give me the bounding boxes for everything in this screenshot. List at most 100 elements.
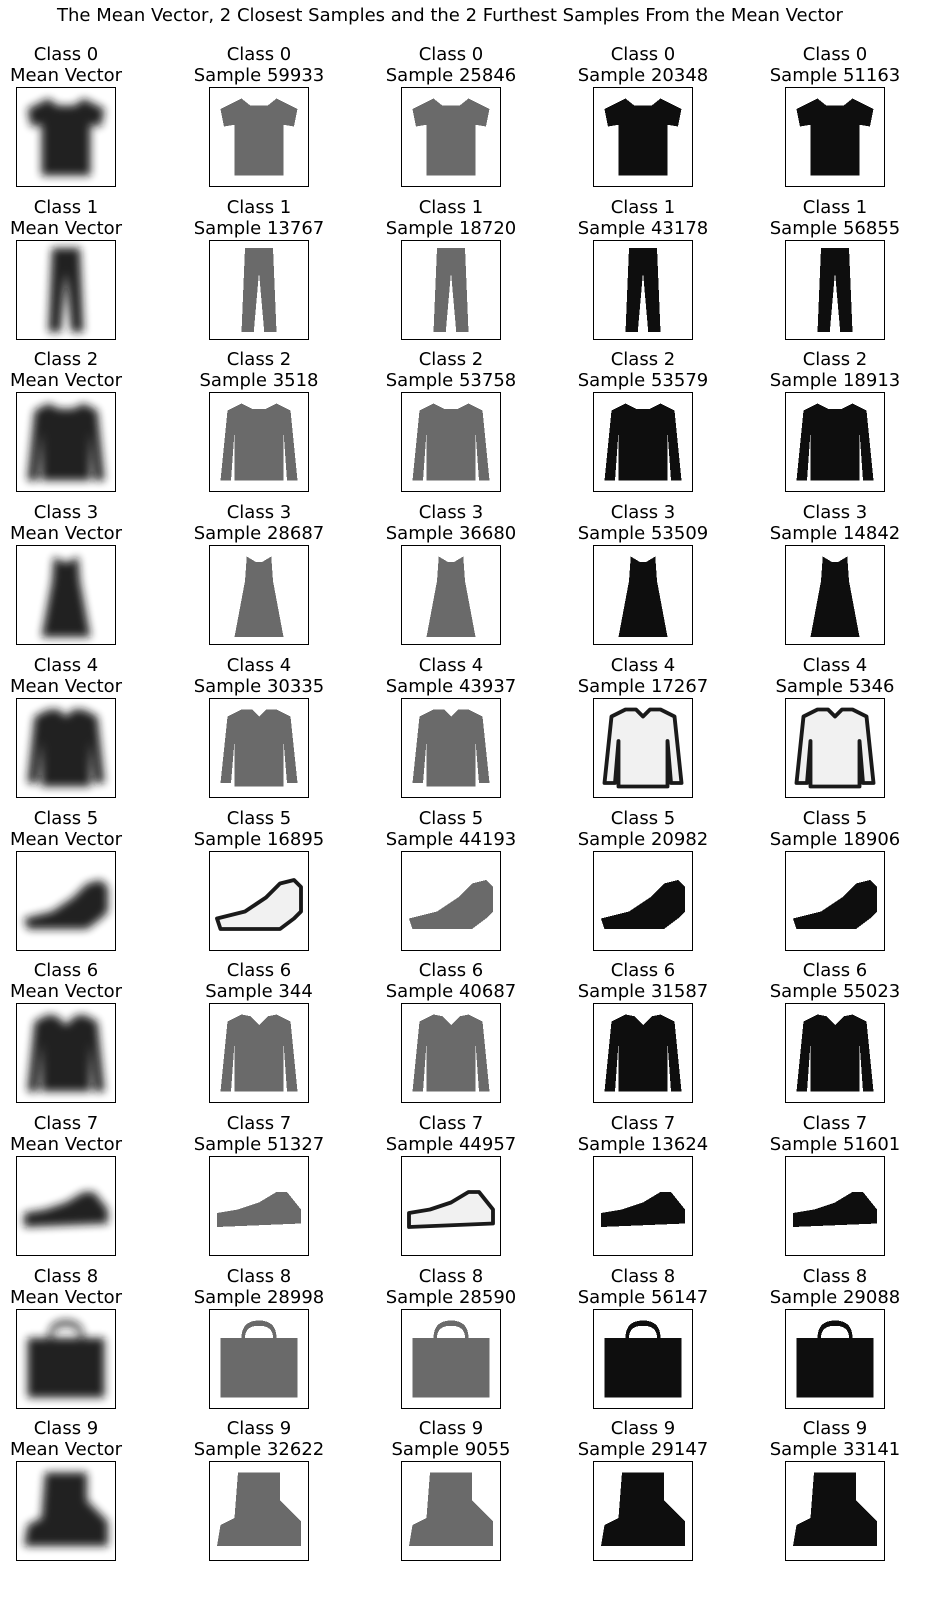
cell-title: Class 1 Sample 18720 xyxy=(351,197,551,239)
cell-class-label: Class 5 xyxy=(226,807,292,829)
sneaker-icon xyxy=(24,1191,108,1227)
sample-image xyxy=(209,850,309,951)
sandal-icon xyxy=(215,877,303,931)
cell-class-label: Class 8 xyxy=(226,1265,292,1287)
sample-image xyxy=(593,1461,693,1562)
dress-icon xyxy=(234,556,284,638)
cell-title: Class 1 Sample 13767 xyxy=(159,197,359,239)
sample-image xyxy=(401,1308,501,1409)
sample-image xyxy=(209,1003,309,1104)
sample-image xyxy=(16,850,116,951)
cell-title: Class 3 Mean Vector xyxy=(0,502,166,544)
cell-sample-label: Sample 9055 xyxy=(391,1439,511,1461)
cell-class-label: Class 9 xyxy=(802,1418,868,1440)
sample-image xyxy=(785,239,885,340)
cell-class-label: Class 6 xyxy=(33,960,99,982)
pullover-icon xyxy=(27,403,105,481)
sample-image xyxy=(593,1308,693,1409)
cell-sample-label: Sample 44957 xyxy=(385,1133,517,1155)
trouser-icon xyxy=(433,247,469,332)
cell-title: Class 0 Sample 25846 xyxy=(351,44,551,86)
cell-class-label: Class 6 xyxy=(226,960,292,982)
cell-class-label: Class 7 xyxy=(33,1112,99,1134)
cell-class-label: Class 1 xyxy=(802,196,868,218)
sample-image xyxy=(593,545,693,646)
dress-icon xyxy=(426,556,476,638)
dress-icon xyxy=(810,556,860,638)
cell-sample-label: Sample 31587 xyxy=(577,981,709,1003)
cell-class-label: Class 8 xyxy=(33,1265,99,1287)
cell-sample-label: Sample 51327 xyxy=(193,1133,325,1155)
cell-title: Class 7 Sample 44957 xyxy=(351,1113,551,1155)
cell-class-label: Class 2 xyxy=(33,349,99,371)
cell-title: Class 6 Sample 40687 xyxy=(351,960,551,1002)
cell-title: Class 1 Mean Vector xyxy=(0,197,166,239)
cell-class-label: Class 7 xyxy=(610,1112,676,1134)
ankle-boot-icon xyxy=(793,1472,877,1547)
dress-icon xyxy=(41,556,91,638)
cell-sample-label: Sample 5346 xyxy=(775,675,895,697)
cell-title: Class 5 Sample 20982 xyxy=(543,808,743,850)
cell-title: Class 6 Mean Vector xyxy=(0,960,166,1002)
cell-title: Class 8 Sample 29088 xyxy=(735,1266,935,1308)
sample-image xyxy=(785,1308,885,1409)
cell-class-label: Class 5 xyxy=(33,807,99,829)
ankle-boot-icon xyxy=(601,1472,685,1547)
cell-title: Class 4 Sample 30335 xyxy=(159,655,359,697)
cell-title: Class 7 Sample 13624 xyxy=(543,1113,743,1155)
cell-sample-label: Mean Vector xyxy=(9,1286,123,1308)
cell-sample-label: Sample 13624 xyxy=(577,1133,709,1155)
cell-class-label: Class 2 xyxy=(802,349,868,371)
pullover-icon xyxy=(796,403,874,481)
cell-title: Class 9 Sample 32622 xyxy=(159,1418,359,1460)
cell-class-label: Class 4 xyxy=(226,654,292,676)
sample-image xyxy=(16,1155,116,1256)
coat-icon xyxy=(412,709,490,787)
cell-class-label: Class 7 xyxy=(802,1112,868,1134)
cell-class-label: Class 3 xyxy=(610,502,676,524)
ankle-boot-icon xyxy=(409,1472,493,1547)
trouser-icon xyxy=(625,247,661,332)
cell-title: Class 8 Sample 56147 xyxy=(543,1266,743,1308)
cell-sample-label: Mean Vector xyxy=(9,1133,123,1155)
cell-class-label: Class 1 xyxy=(33,196,99,218)
coat-icon xyxy=(794,707,876,789)
sample-image xyxy=(16,392,116,493)
cell-sample-label: Sample 51601 xyxy=(769,1133,901,1155)
cell-title: Class 0 Sample 59933 xyxy=(159,44,359,86)
cell-title: Class 2 Mean Vector xyxy=(0,349,166,391)
cell-class-label: Class 3 xyxy=(802,502,868,524)
cell-class-label: Class 4 xyxy=(610,654,676,676)
sample-image xyxy=(16,697,116,798)
trouser-icon xyxy=(48,247,84,332)
bag-icon xyxy=(796,1320,874,1398)
cell-class-label: Class 9 xyxy=(610,1418,676,1440)
cell-title: Class 8 Sample 28998 xyxy=(159,1266,359,1308)
cell-title: Class 1 Sample 43178 xyxy=(543,197,743,239)
cell-sample-label: Sample 56147 xyxy=(577,1286,709,1308)
cell-class-label: Class 9 xyxy=(33,1418,99,1440)
cell-title: Class 5 Sample 44193 xyxy=(351,808,551,850)
cell-sample-label: Sample 25846 xyxy=(385,65,517,86)
sample-image xyxy=(209,1461,309,1562)
cell-class-label: Class 6 xyxy=(610,960,676,982)
shirt-icon xyxy=(27,1014,105,1092)
sample-image xyxy=(209,697,309,798)
sample-image xyxy=(16,1461,116,1562)
sample-image xyxy=(785,392,885,493)
cell-sample-label: Mean Vector xyxy=(9,65,123,86)
sample-image xyxy=(401,697,501,798)
trouser-icon xyxy=(817,247,853,332)
cell-sample-label: Sample 20348 xyxy=(577,65,709,86)
cell-class-label: Class 3 xyxy=(226,502,292,524)
cell-class-label: Class 1 xyxy=(610,196,676,218)
sample-image xyxy=(401,87,501,187)
cell-sample-label: Sample 18720 xyxy=(385,217,517,239)
cell-class-label: Class 1 xyxy=(418,196,484,218)
cell-title: Class 8 Sample 28590 xyxy=(351,1266,551,1308)
cell-class-label: Class 0 xyxy=(418,44,484,65)
cell-title: Class 9 Sample 33141 xyxy=(735,1418,935,1460)
sample-image xyxy=(401,392,501,493)
cell-class-label: Class 9 xyxy=(226,1418,292,1440)
dress-icon xyxy=(618,556,668,638)
